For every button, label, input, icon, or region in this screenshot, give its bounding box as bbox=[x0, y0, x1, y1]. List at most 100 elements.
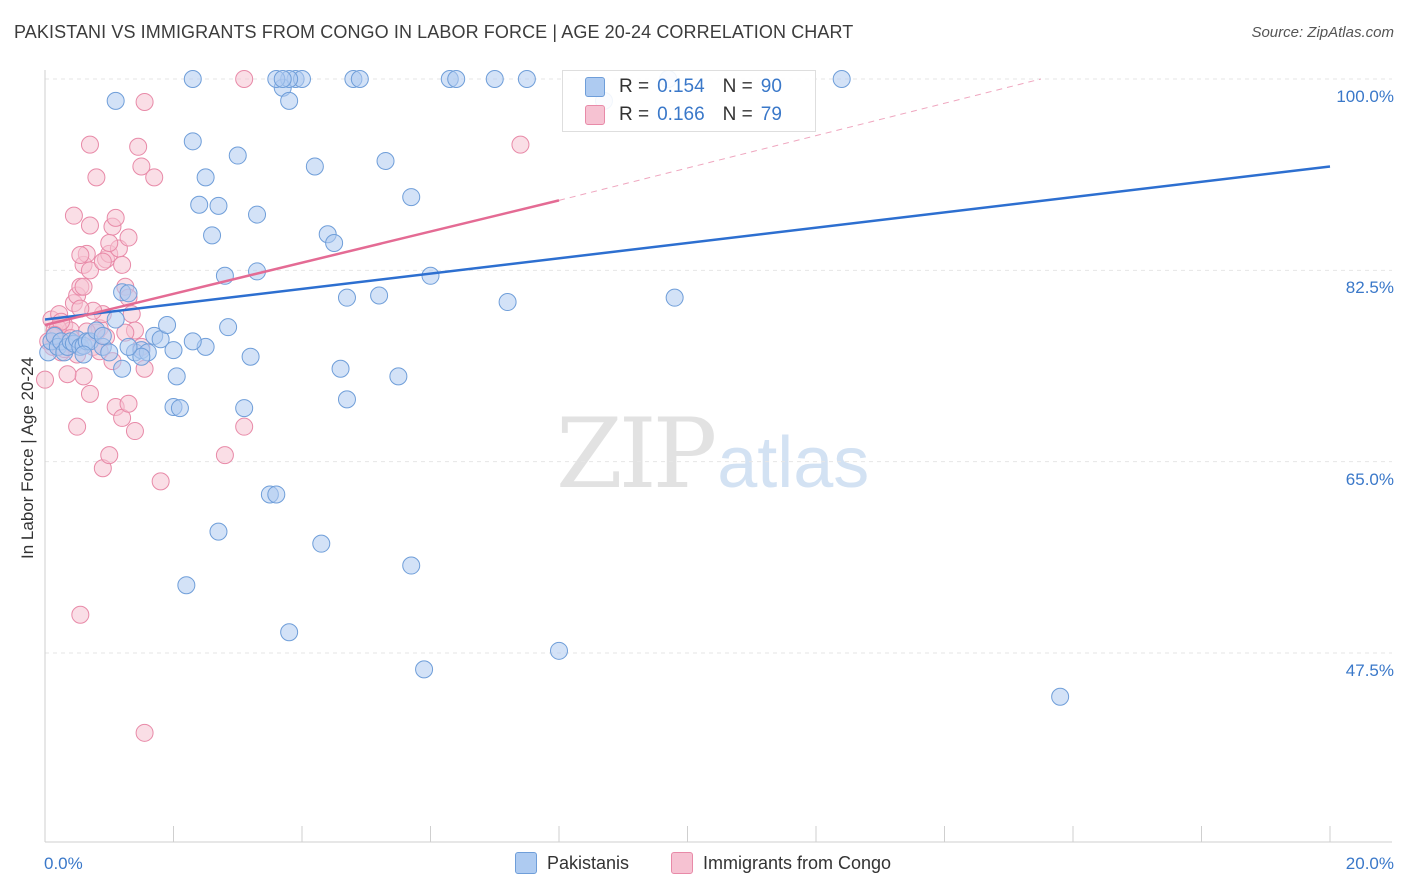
congo-point bbox=[145, 168, 164, 187]
watermark: ZIPatlas bbox=[556, 398, 869, 510]
pakistani-point bbox=[196, 168, 215, 187]
congo-trend-extension bbox=[558, 78, 1041, 201]
legend-n-label: N = bbox=[722, 76, 753, 97]
pakistani-point bbox=[312, 534, 331, 553]
y-tick-label: 100.0% bbox=[1336, 87, 1394, 106]
legend-row-pakistanis[interactable]: R = 0.154 N = 90 bbox=[585, 75, 782, 99]
legend-swatch-blue bbox=[585, 77, 605, 97]
congo-point bbox=[74, 277, 93, 296]
congo-point bbox=[151, 472, 170, 491]
congo-point bbox=[135, 92, 154, 111]
congo-point bbox=[71, 605, 90, 624]
congo-point bbox=[100, 234, 119, 252]
pakistani-point bbox=[203, 226, 222, 245]
legend-n-value: 90 bbox=[760, 76, 782, 97]
congo-point bbox=[132, 157, 151, 176]
y-axis-label: In Labor Force | Age 20-24 bbox=[18, 357, 37, 559]
pakistani-point bbox=[119, 337, 138, 356]
pakistani-point bbox=[183, 70, 202, 88]
pakistani-point bbox=[376, 152, 395, 170]
congo-point bbox=[93, 252, 112, 271]
pakistani-point bbox=[370, 286, 389, 305]
pakistani-point bbox=[177, 576, 196, 595]
legend-n-value: 79 bbox=[760, 104, 782, 125]
pakistani-point bbox=[74, 345, 93, 364]
pakistani-point bbox=[183, 332, 202, 351]
pakistani-point bbox=[158, 316, 177, 334]
legend-row-congo[interactable]: R = 0.166 N = 79 bbox=[585, 103, 782, 127]
pakistani-point bbox=[447, 70, 466, 88]
congo-trend-line bbox=[44, 199, 560, 327]
pakistani-point bbox=[280, 91, 299, 110]
pakistani-point bbox=[209, 522, 228, 541]
legend-r-label: R = bbox=[619, 76, 650, 97]
pakistani-point bbox=[113, 359, 132, 378]
source-label: Source: ZipAtlas.com bbox=[1251, 24, 1394, 41]
pakistani-point bbox=[415, 660, 434, 679]
pakistani-point bbox=[389, 367, 408, 386]
pakistani-point bbox=[337, 288, 356, 307]
pakistani-point bbox=[228, 146, 247, 165]
y-tick-label: 47.5% bbox=[1345, 661, 1394, 680]
pakistani-point bbox=[167, 367, 186, 386]
pakistani-point bbox=[132, 347, 151, 366]
congo-point bbox=[125, 422, 144, 441]
congo-point bbox=[71, 246, 90, 265]
chart-title: PAKISTANI VS IMMIGRANTS FROM CONGO IN LA… bbox=[14, 22, 854, 42]
watermark-zip: ZIP bbox=[556, 398, 717, 510]
pakistani-point bbox=[337, 390, 356, 409]
legend-r-value: 0.166 bbox=[657, 104, 705, 125]
y-tick-label: 82.5% bbox=[1345, 278, 1394, 298]
x-tick-label: 0.0% bbox=[44, 854, 83, 873]
pakistani-point bbox=[219, 318, 238, 337]
legend-label-congo: Immigrants from Congo bbox=[702, 852, 892, 873]
legend-item-congo[interactable]: Immigrants from Congo bbox=[670, 852, 892, 874]
pakistani-point bbox=[164, 341, 183, 360]
pakistani-point bbox=[1051, 687, 1070, 706]
congo-point bbox=[36, 370, 54, 389]
legend-n-label: N = bbox=[722, 104, 753, 125]
pakistani-point bbox=[106, 91, 125, 110]
pakistani-point bbox=[93, 326, 112, 345]
congo-point bbox=[119, 394, 138, 413]
pakistani-point bbox=[248, 205, 267, 224]
pakistani-point bbox=[832, 70, 851, 88]
pakistani-point bbox=[498, 293, 517, 312]
stats-legend: R = 0.154 N = 90 R = 0.166 N = 79 bbox=[562, 70, 816, 132]
congo-point bbox=[235, 417, 254, 436]
pakistani-point bbox=[331, 359, 350, 378]
legend-swatch-pink bbox=[585, 105, 605, 125]
pakistani-point bbox=[485, 70, 504, 88]
pakistani-point bbox=[273, 70, 292, 88]
x-tick-label: 20.0% bbox=[1345, 854, 1394, 873]
series-legend: Pakistanis Immigrants from Congo bbox=[0, 852, 1406, 874]
pakistani-point bbox=[119, 284, 138, 303]
congo-point bbox=[64, 206, 83, 225]
pakistani-point bbox=[235, 399, 254, 418]
legend-swatch-congo bbox=[670, 852, 693, 874]
pakistani-point bbox=[665, 288, 684, 307]
y-tick-label: 65.0% bbox=[1345, 469, 1394, 489]
pakistani-point bbox=[209, 196, 228, 215]
pakistani-point bbox=[350, 70, 369, 88]
congo-point bbox=[87, 168, 106, 187]
legend-item-pakistanis[interactable]: Pakistanis bbox=[514, 852, 629, 874]
legend-r-label: R = bbox=[619, 104, 650, 125]
congo-point bbox=[119, 228, 138, 247]
legend-r-value: 0.154 bbox=[657, 76, 705, 97]
pakistani-point bbox=[106, 310, 125, 329]
legend-label-pakistanis: Pakistanis bbox=[546, 852, 629, 873]
pakistani-point bbox=[100, 343, 119, 362]
pakistani-point bbox=[517, 70, 536, 88]
congo-point bbox=[80, 261, 99, 280]
congo-point bbox=[80, 135, 99, 154]
legend-swatch-pakistanis bbox=[514, 852, 537, 874]
congo-point bbox=[80, 384, 99, 403]
pakistani-trend-line bbox=[44, 165, 1331, 321]
congo-point bbox=[100, 446, 119, 465]
congo-point bbox=[68, 417, 87, 436]
pakistani-point bbox=[402, 188, 421, 207]
pakistani-point bbox=[280, 623, 299, 642]
pakistani-point bbox=[305, 157, 324, 176]
